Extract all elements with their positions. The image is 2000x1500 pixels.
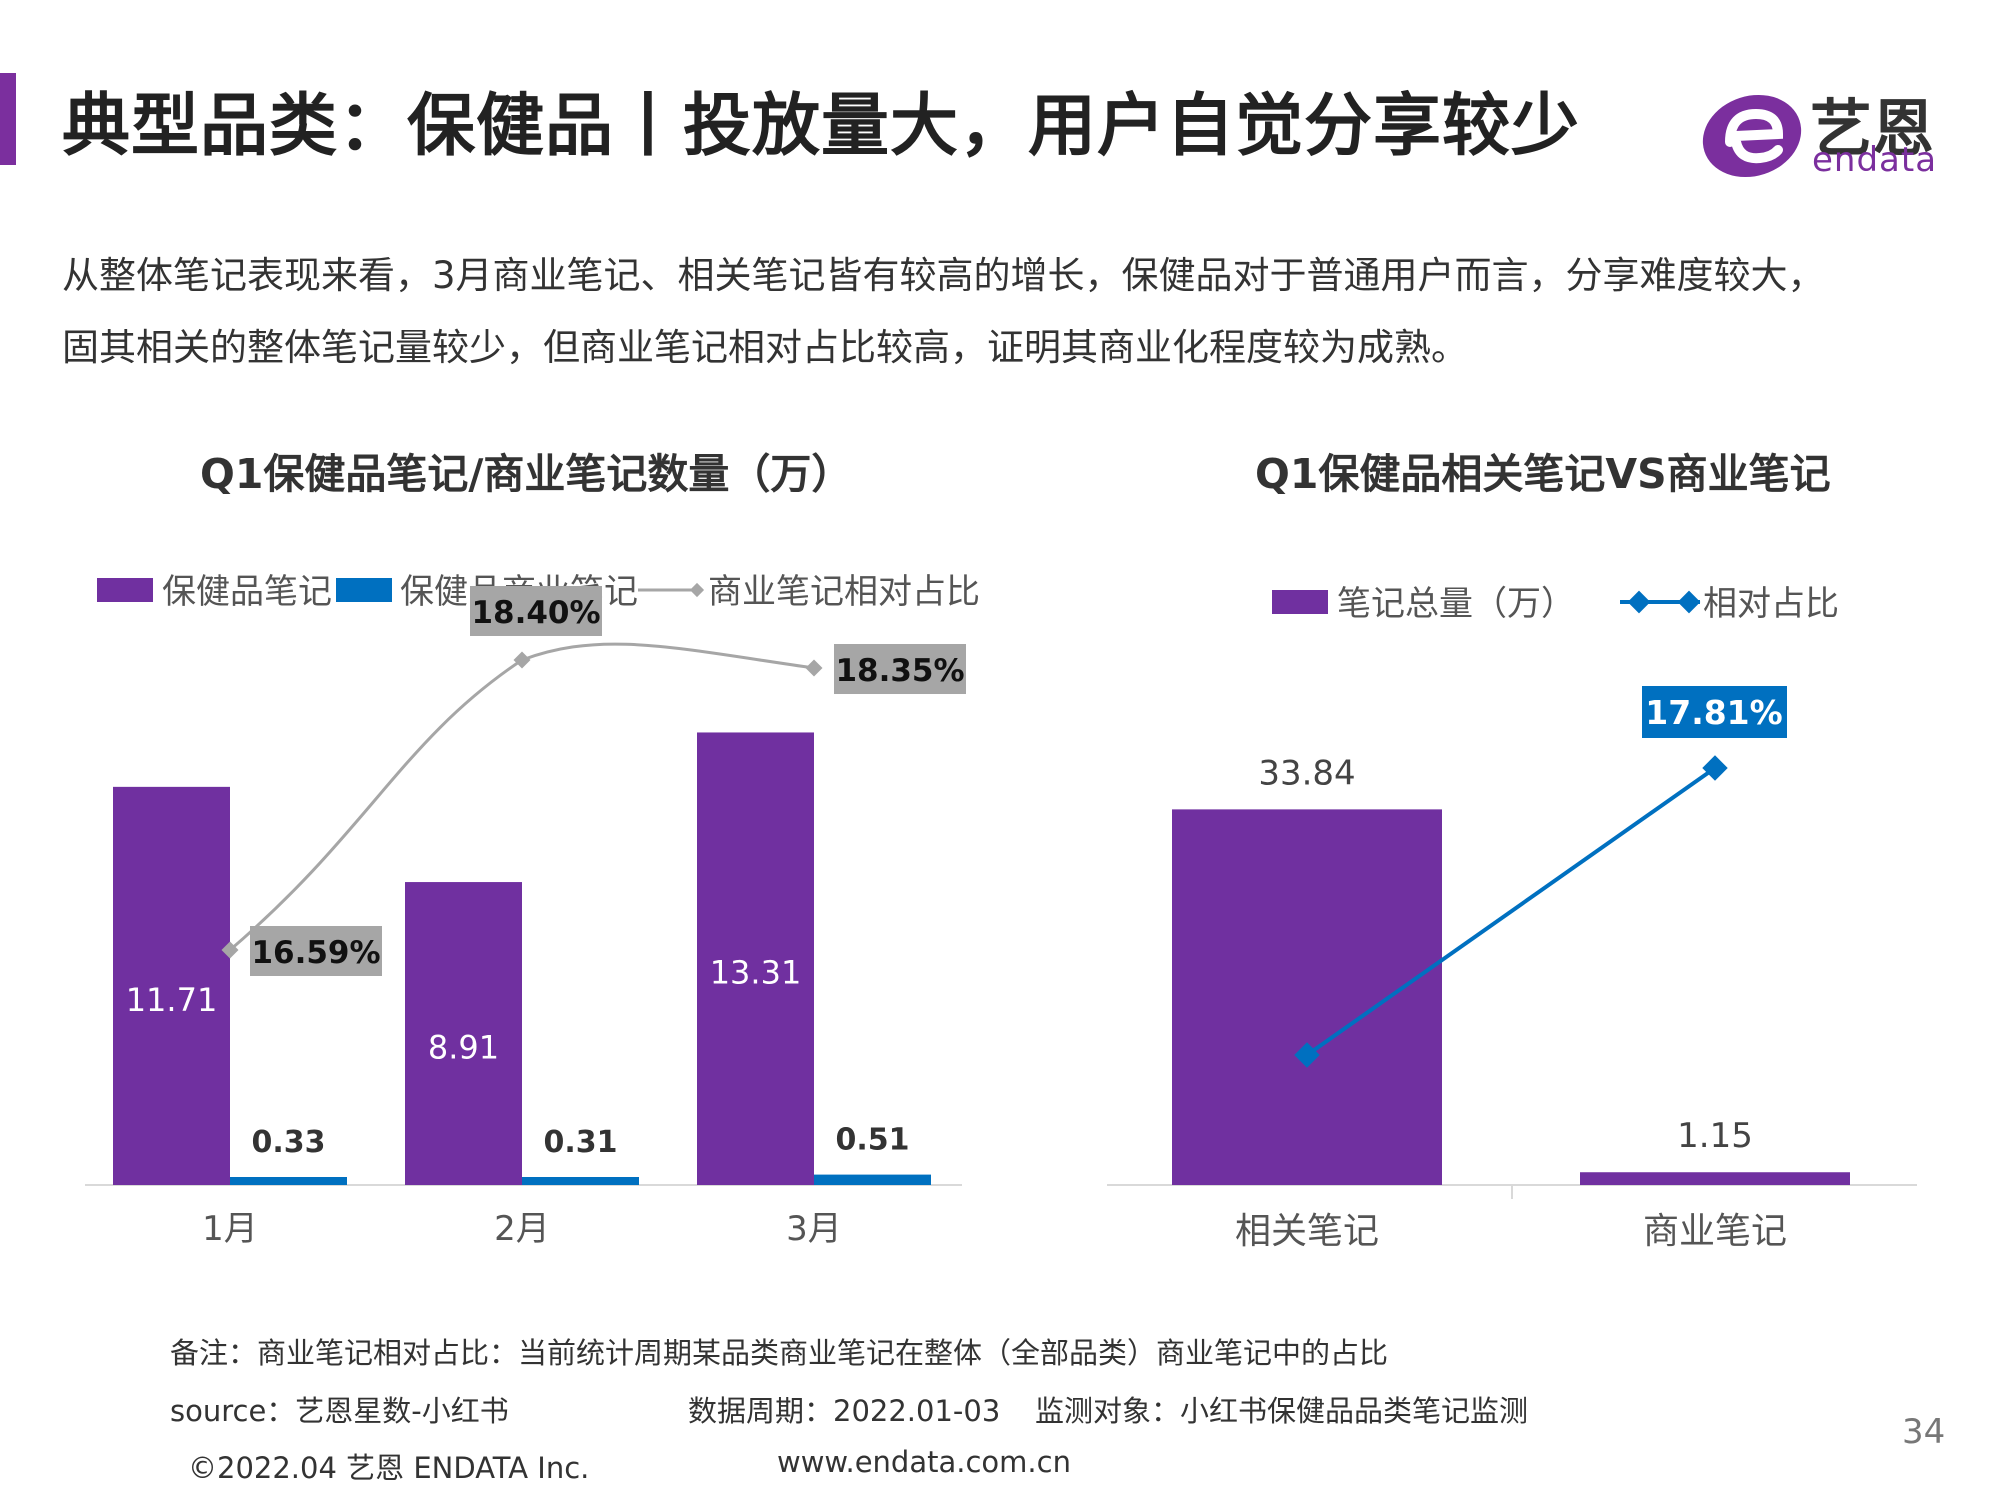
bar2-total-value-1: 33.84 — [1258, 753, 1355, 793]
legend2-marker-b — [1677, 590, 1701, 614]
bar-commercial-2 — [522, 1177, 639, 1185]
bar-notes-2 — [405, 882, 522, 1185]
ratio2-label: 17.81% — [1645, 693, 1782, 732]
ratio2-label-box — [1642, 686, 1787, 738]
charts-canvas: 保健品笔记保健品商业笔记商业笔记相对占比11.710.331月8.910.312… — [85, 572, 1917, 1252]
bar2-total-2 — [1580, 1172, 1850, 1185]
bar-commercial-value-3: 0.51 — [835, 1123, 909, 1158]
bar2-total-value-2: 1.15 — [1677, 1116, 1753, 1156]
bar2-total-1 — [1172, 809, 1442, 1185]
page-title: 典型品类：保健品丨投放量大，用户自觉分享较少 — [62, 87, 1581, 166]
bar-notes-value-3: 13.31 — [710, 954, 802, 992]
footnote-source: source：艺恩星数-小红书 — [170, 1394, 509, 1428]
bar-notes-3 — [697, 732, 814, 1185]
page-number: 34 — [1902, 1412, 1946, 1452]
ratio-label-box-2 — [470, 586, 602, 636]
legend-swatch-notes — [97, 578, 153, 602]
x-tick-label-3: 3月 — [786, 1209, 842, 1249]
intro-line-2: 固其相关的整体笔记量较少，但商业笔记相对占比较高，证明其商业化程度较为成熟。 — [62, 326, 1468, 369]
ratio-marker-1 — [221, 941, 239, 959]
legend-label-ratio: 商业笔记相对占比 — [708, 572, 980, 612]
chart2-title: Q1保健品相关笔记VS商业笔记 — [1255, 450, 1831, 498]
logo-chinese-text: 艺恩 — [1810, 92, 1935, 165]
ratio-marker-3 — [805, 659, 823, 677]
ratio2-marker-2 — [1702, 755, 1728, 781]
ratio-label-box-1 — [250, 926, 382, 976]
legend2-marker-a — [1627, 590, 1651, 614]
ratio2-line — [1305, 766, 1717, 1057]
chart1-title: Q1保健品笔记/商业笔记数量（万） — [200, 450, 853, 498]
ratio-label-1: 16.59% — [251, 935, 380, 971]
bar-commercial-3 — [814, 1174, 931, 1185]
bar-commercial-value-1: 0.33 — [251, 1125, 325, 1160]
x2-tick-label-2: 商业笔记 — [1643, 1211, 1787, 1252]
x-tick-label-2: 2月 — [494, 1209, 550, 1249]
legend2-label-total: 笔记总量（万） — [1337, 584, 1575, 624]
legend2-swatch-total — [1272, 590, 1328, 614]
logo-english-text: endata — [1812, 140, 1938, 180]
ratio-label-2: 18.40% — [471, 595, 600, 631]
ratio-line — [229, 642, 815, 952]
endata-logo-icon — [1702, 94, 1802, 178]
legend-marker-ratio — [689, 582, 705, 598]
intro-paragraph: 从整体笔记表现来看，3月商业笔记、相关笔记皆有较高的增长，保健品对于普通用户而言… — [62, 240, 1942, 384]
intro-line-1: 从整体笔记表现来看，3月商业笔记、相关笔记皆有较高的增长，保健品对于普通用户而言… — [62, 254, 1825, 297]
legend-swatch-commercial — [336, 578, 392, 602]
title-accent-bar — [0, 73, 16, 165]
footnote-period: 数据周期：2022.01-03 — [688, 1394, 1001, 1428]
footnote-remark: 备注：商业笔记相对占比：当前统计周期某品类商业笔记在整体（全部品类）商业笔记中的… — [170, 1336, 1389, 1370]
ratio-marker-2 — [513, 651, 531, 669]
bar-notes-value-2: 8.91 — [428, 1029, 499, 1067]
ratio-label-box-3 — [834, 644, 966, 695]
footer-website: www.endata.com.cn — [777, 1445, 1071, 1479]
footer-copyright: ©2022.04 艺恩 ENDATA Inc. — [188, 1451, 590, 1485]
footnote-monitor: 监测对象：小红书保健品品类笔记监测 — [1035, 1394, 1529, 1428]
x-tick-label-1: 1月 — [202, 1209, 258, 1249]
bar-notes-1 — [113, 786, 230, 1185]
legend-label-notes: 保健品笔记 — [162, 572, 332, 612]
bar-commercial-value-2: 0.31 — [543, 1125, 617, 1160]
bar-notes-value-1: 11.71 — [126, 981, 218, 1019]
bar-commercial-1 — [230, 1177, 347, 1185]
x2-tick-label-1: 相关笔记 — [1235, 1211, 1379, 1252]
ratio-label-3: 18.35% — [835, 653, 964, 689]
legend2-label-ratio: 相对占比 — [1703, 584, 1839, 624]
